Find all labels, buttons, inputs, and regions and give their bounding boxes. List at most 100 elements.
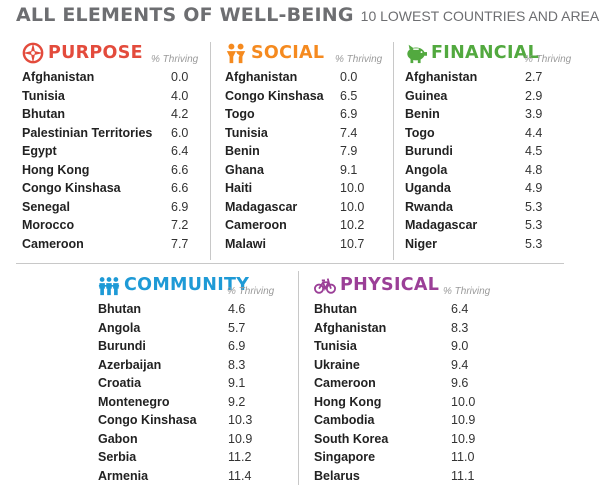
financial-rows: Afghanistan 2.7 Guinea 2.9 Benin 3.9 Togo 4.4 Bu…: [405, 68, 575, 253]
table-row: Tunisia 4.0: [22, 87, 205, 106]
thriving-value: 3.9: [525, 107, 543, 122]
social-panel: SOCIAL % Thriving Afghanistan 0.0 Congo Ki…: [225, 40, 388, 253]
country-name: Madagascar: [405, 218, 478, 233]
thriving-value: 10.3: [228, 413, 253, 428]
table-row: Egypt 6.4: [22, 142, 205, 161]
country-name: Rwanda: [405, 199, 453, 214]
country-name: Afghanistan: [22, 70, 95, 85]
thriving-value: 9.2: [228, 394, 246, 409]
table-row: Montenegro 9.2: [98, 393, 293, 412]
thriving-value: 4.4: [525, 125, 543, 140]
table-row: Armenia 11.4: [98, 467, 293, 485]
country-name: Tunisia: [314, 339, 357, 354]
country-name: Burundi: [405, 144, 453, 159]
table-row: South Korea 10.9: [314, 430, 514, 449]
divider-top-left: [210, 42, 211, 260]
page-subtitle: 10 LOWEST COUNTRIES AND AREAS: [360, 8, 600, 24]
country-name: Ukraine: [314, 357, 360, 372]
table-row: Burundi 4.5: [405, 142, 575, 161]
community-title: COMMUNITY: [124, 275, 250, 295]
country-name: Belarus: [314, 468, 360, 483]
country-name: Ghana: [225, 162, 264, 177]
thriving-value: 6.6: [171, 181, 189, 196]
country-name: Morocco: [22, 218, 75, 233]
thriving-value: 6.9: [340, 107, 358, 122]
table-row: Angola 5.7: [98, 319, 293, 338]
compass-icon: [22, 42, 44, 64]
table-row: Singapore 11.0: [314, 448, 514, 467]
table-row: Croatia 9.1: [98, 374, 293, 393]
country-name: Senegal: [22, 199, 70, 214]
purpose-panel-header: PURPOSE % Thriving: [22, 40, 205, 66]
country-name: Cameroon: [225, 218, 287, 233]
country-name: Serbia: [98, 450, 137, 465]
country-name: Singapore: [314, 450, 376, 465]
table-row: Congo Kinshasa 6.6: [22, 179, 205, 198]
thriving-value: 11.0: [451, 450, 475, 465]
thriving-value: 0.0: [340, 70, 358, 85]
thriving-value: 4.5: [525, 144, 543, 159]
table-row: Senegal 6.9: [22, 198, 205, 217]
thriving-value: 6.5: [340, 88, 358, 103]
purpose-title: PURPOSE: [48, 43, 143, 63]
table-row: Palestinian Territories 6.0: [22, 124, 205, 143]
table-row: Madagascar 5.3: [405, 216, 575, 235]
thriving-value: 7.7: [171, 236, 189, 251]
thriving-value: 8.3: [451, 320, 469, 335]
physical-panel: PHYSICAL % Thriving Bhutan 6.4 Afghanistan…: [314, 272, 514, 485]
community-panel: COMMUNITY % Thriving Bhutan 4.6 Angola 5.7 B…: [98, 272, 293, 485]
purpose-panel: PURPOSE % Thriving Afghanistan 0.0 Tunisia…: [22, 40, 205, 253]
purpose-value-label: % Thriving: [151, 54, 199, 65]
country-name: Niger: [405, 236, 437, 251]
financial-title: FINANCIAL: [431, 43, 540, 63]
table-row: Congo Kinshasa 10.3: [98, 411, 293, 430]
table-row: Benin 3.9: [405, 105, 575, 124]
country-name: Afghanistan: [405, 70, 478, 85]
thriving-value: 11.1: [451, 468, 475, 483]
table-row: Belarus 11.1: [314, 467, 514, 485]
country-name: Cameroon: [22, 236, 84, 251]
table-row: Ukraine 9.4: [314, 356, 514, 375]
table-row: Hong Kong 10.0: [314, 393, 514, 412]
table-row: Niger 5.3: [405, 235, 575, 254]
thriving-value: 7.4: [340, 125, 358, 140]
thriving-value: 6.0: [171, 125, 189, 140]
table-row: Benin 7.9: [225, 142, 388, 161]
thriving-value: 10.7: [340, 236, 365, 251]
table-row: Bhutan 4.6: [98, 300, 293, 319]
country-name: Angola: [98, 320, 141, 335]
country-name: Congo Kinshasa: [225, 88, 324, 103]
thriving-value: 4.0: [171, 88, 189, 103]
country-name: Afghanistan: [225, 70, 298, 85]
thriving-value: 9.1: [228, 376, 246, 391]
table-row: Afghanistan 8.3: [314, 319, 514, 338]
country-name: Benin: [405, 107, 440, 122]
country-name: Benin: [225, 144, 260, 159]
country-name: Azerbaijan: [98, 357, 162, 372]
table-row: Gabon 10.9: [98, 430, 293, 449]
country-name: Angola: [405, 162, 448, 177]
table-row: Azerbaijan 8.3: [98, 356, 293, 375]
table-row: Angola 4.8: [405, 161, 575, 180]
country-name: Armenia: [98, 468, 149, 483]
infographic-header: ALL ELEMENTS OF WELL-BEING 10 LOWEST COU…: [16, 4, 600, 30]
country-name: Haiti: [225, 181, 253, 196]
country-name: Uganda: [405, 181, 451, 196]
thriving-value: 11.2: [228, 450, 252, 465]
thriving-value: 2.9: [525, 88, 543, 103]
thriving-value: 7.9: [340, 144, 358, 159]
table-row: Uganda 4.9: [405, 179, 575, 198]
table-row: Ghana 9.1: [225, 161, 388, 180]
community-rows: Bhutan 4.6 Angola 5.7 Burundi 6.9 Azerbaijan 8.…: [98, 300, 293, 485]
table-row: Malawi 10.7: [225, 235, 388, 254]
thriving-value: 4.9: [525, 181, 543, 196]
physical-rows: Bhutan 6.4 Afghanistan 8.3 Tunisia 9.0 Ukraine…: [314, 300, 514, 485]
country-name: Hong Kong: [22, 162, 90, 177]
thriving-value: 6.9: [171, 199, 189, 214]
divider-bottom: [298, 271, 299, 485]
table-row: Afghanistan 0.0: [225, 68, 388, 87]
purpose-rows: Afghanistan 0.0 Tunisia 4.0 Bhutan 4.2 Palesti…: [22, 68, 205, 253]
physical-panel-header: PHYSICAL % Thriving: [314, 272, 514, 298]
table-row: Afghanistan 2.7: [405, 68, 575, 87]
thriving-value: 10.0: [340, 181, 365, 196]
